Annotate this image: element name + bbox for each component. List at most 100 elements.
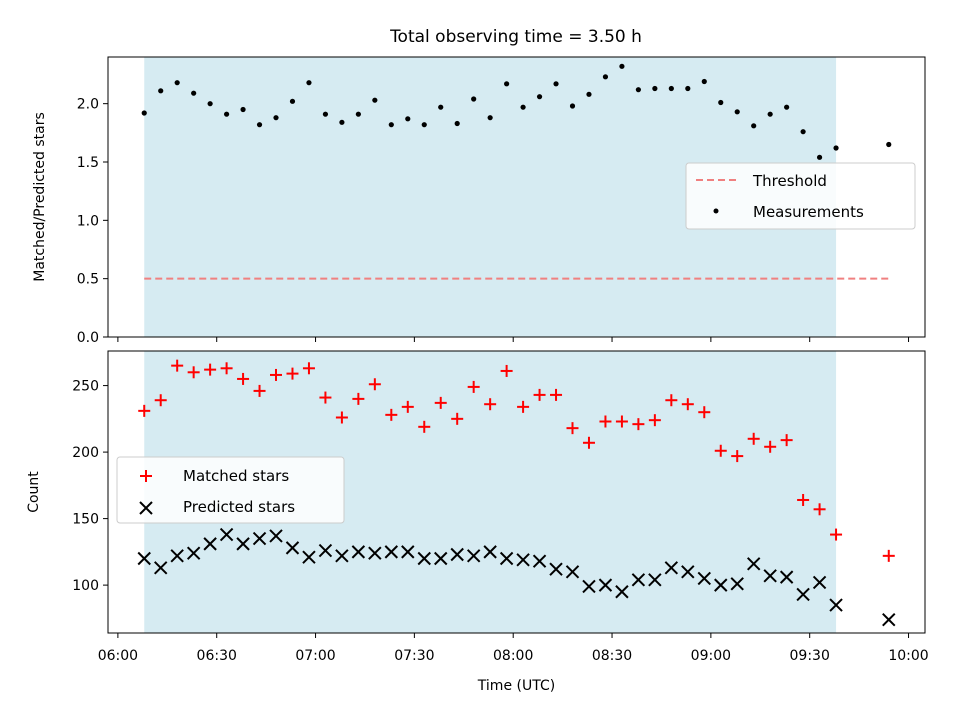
measurement-point: [289, 98, 296, 104]
measurement-point: [833, 145, 839, 151]
measurement-point: [718, 99, 724, 106]
matched-star-point: [830, 528, 843, 541]
count-y-tick-label: 250: [72, 379, 99, 395]
measurement-point: [372, 97, 378, 103]
measurement-point: [355, 111, 361, 117]
predicted-star-point: [335, 549, 349, 563]
predicted-star-point: [565, 565, 580, 579]
measurement-point: [388, 122, 394, 128]
measurement-point: [256, 122, 263, 128]
threshold-legend-label: Threshold: [752, 172, 827, 190]
count-y-tick-label: 200: [72, 445, 99, 461]
predicted-star-point: [598, 578, 613, 592]
count-panel: 100 150 200 250 06:00 06:30 07:00 07:30 08:00 08…: [26, 350, 929, 694]
measurement-point: [438, 104, 444, 110]
matched-star-point: [171, 359, 184, 372]
measurement-point: [701, 78, 707, 85]
time-x-tick-label: 09:00: [691, 648, 731, 664]
time-x-axis: 06:00 06:30 07:00 07:30 08:00 08:30 09:00 09:30…: [98, 633, 929, 664]
matched-star-point: [517, 400, 530, 413]
measurement-point: [520, 104, 526, 110]
time-x-tick-label: 06:00: [98, 648, 138, 664]
measurement-point: [569, 103, 576, 109]
matched-star-point: [566, 422, 579, 435]
matched-star-point: [665, 394, 678, 407]
measurement-point: [652, 85, 658, 92]
matched-star-point: [648, 414, 661, 427]
measurements-legend-swatch: [713, 208, 719, 214]
time-x-tick-label: 09:30: [790, 648, 830, 664]
count-series: [137, 359, 896, 627]
predicted-star-point: [186, 546, 201, 560]
measurement-point: [273, 115, 279, 121]
predicted-star-point: [882, 612, 896, 627]
predicted-star-point: [368, 546, 382, 560]
matched-star-point: [882, 549, 895, 562]
predicted-star-point: [269, 529, 283, 543]
matched-star-point: [764, 440, 777, 453]
ratio-y-tick-label: 0.0: [77, 330, 99, 346]
measurement-point: [586, 91, 592, 97]
predicted-legend-label: Predicted stars: [183, 498, 295, 516]
count-y-axis: 100 150 200 250: [72, 379, 108, 594]
measurements-legend-label: Measurements: [753, 203, 864, 221]
matched-star-point: [302, 362, 315, 375]
matched-star-point: [731, 450, 744, 463]
predicted-star-point: [285, 541, 300, 555]
matched-star-point: [467, 380, 480, 393]
predicted-star-point: [434, 551, 448, 566]
measurement-point: [141, 110, 147, 116]
predicted-star-point: [549, 562, 563, 576]
measurement-point: [471, 96, 477, 102]
measurement-point: [734, 109, 740, 115]
matched-star-point: [270, 368, 283, 381]
ratio-y-tick-label: 1.0: [77, 213, 99, 229]
matched-star-point: [599, 415, 612, 428]
matched-star-point: [401, 400, 414, 413]
measurement-point: [174, 80, 180, 86]
matched-star-point: [797, 493, 810, 506]
predicted-star-point: [219, 527, 234, 542]
predicted-star-point: [648, 573, 662, 587]
time-x-tick-label: 06:30: [197, 648, 237, 664]
predicted-star-point: [730, 577, 744, 591]
predicted-star-point: [582, 579, 596, 594]
matched-star-point: [154, 394, 167, 407]
matched-star-point: [780, 434, 793, 447]
matched-star-point: [253, 384, 266, 397]
matched-star-point: [286, 367, 299, 380]
matched-star-point: [204, 363, 217, 376]
ratio-y-tick-label: 1.5: [77, 155, 99, 171]
predicted-star-point: [450, 547, 464, 562]
ratio-panel: 0.00.51.01.52.0 Matched/Predicted stars …: [32, 56, 926, 346]
time-x-tick-label: 10:00: [888, 648, 928, 664]
measurement-point: [602, 74, 609, 80]
ratio-y-axis: 0.0 0.5 1.0 1.5 2.0: [77, 97, 910, 346]
count-y-axis-label: Count: [26, 471, 42, 513]
matched-star-point: [138, 404, 151, 417]
count-y-tick-label: 150: [72, 512, 99, 528]
count-y-tick-label: 100: [72, 578, 99, 594]
matched-star-point: [582, 436, 595, 449]
predicted-star-point: [417, 551, 431, 566]
predicted-star-point: [466, 549, 481, 563]
count-panel-frame: [107, 350, 926, 634]
predicted-star-point: [796, 587, 810, 602]
predicted-star-point: [252, 531, 267, 546]
predicted-star-point: [532, 554, 547, 568]
matched-star-point: [747, 432, 760, 445]
predicted-star-point: [615, 585, 629, 599]
matched-star-point: [813, 503, 826, 516]
matched-star-point: [434, 396, 447, 409]
time-x-tick-label: 07:30: [394, 648, 434, 664]
ratio-y-axis-label: Matched/Predicted stars: [32, 112, 48, 282]
predicted-star-point: [483, 545, 497, 559]
ratio-legend-box: [685, 162, 916, 230]
chart-title: Total observing time = 3.50 h: [389, 27, 642, 47]
measurement-point: [536, 94, 543, 100]
measurement-point: [223, 111, 230, 117]
measurement-point: [767, 111, 773, 117]
measurement-point: [619, 63, 625, 69]
measurement-point: [800, 129, 806, 135]
